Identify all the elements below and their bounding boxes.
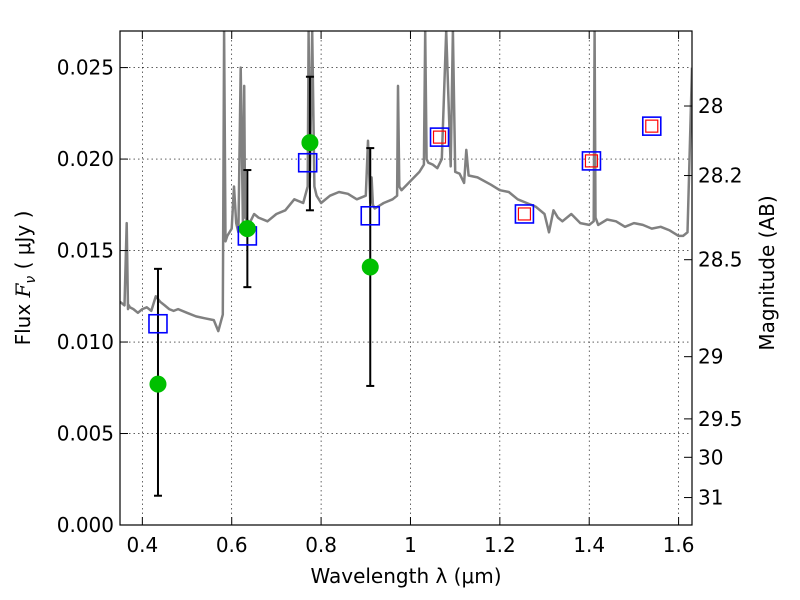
x-tick-label: 1.2 <box>484 533 516 557</box>
observed-point <box>238 220 256 238</box>
model-photometry-square <box>297 152 318 173</box>
y2-tick-label: 29.5 <box>698 407 743 431</box>
x-tick-label: 0.4 <box>126 533 158 557</box>
model-photometry-square <box>360 205 381 226</box>
model-photometry-square <box>148 313 168 334</box>
model-photometry-square <box>581 151 602 171</box>
y2-axis-label: Magnitude (AB) <box>755 195 779 350</box>
model-photometry-square <box>641 116 662 136</box>
nir-photometry-square <box>432 130 447 144</box>
model-spectrum <box>120 31 692 333</box>
tick-labels: 0.4 0.6 0.8 1 1.2 1.4 1.6 0.000 0.005 0.010 0.015 0… <box>57 56 743 557</box>
y2-tick-label: 28.5 <box>698 248 743 272</box>
y-axis-label: Flux Fν ( μJy ) <box>11 211 39 346</box>
x-axis-label: Wavelength λ (μm) <box>310 564 501 588</box>
spectrum-line <box>120 31 692 333</box>
y-tick-label: 0.005 <box>57 422 114 446</box>
y2-tick-label: 28 <box>698 94 723 118</box>
model-photometry-square <box>429 127 450 147</box>
y-tick-label: 0.000 <box>57 513 114 537</box>
data-points <box>148 116 662 393</box>
model-photometry-square <box>514 204 535 224</box>
x-tick-label: 1.4 <box>573 533 605 557</box>
x-tick-label: 0.6 <box>216 533 248 557</box>
error-bars <box>153 75 375 497</box>
axis-ticks <box>120 31 692 526</box>
y-tick-label: 0.020 <box>57 147 114 171</box>
grid <box>120 31 692 526</box>
y-tick-label: 0.015 <box>57 239 114 263</box>
y-tick-label: 0.025 <box>57 56 114 80</box>
observed-point <box>361 258 379 276</box>
y2-tick-label: 28.2 <box>698 164 743 188</box>
nir-photometry-square <box>517 207 532 221</box>
x-tick-label: 0.8 <box>305 533 337 557</box>
y-tick-label: 0.010 <box>57 330 114 354</box>
observed-point <box>149 375 167 393</box>
nir-photometry-square <box>584 154 599 168</box>
nir-photometry-square <box>645 119 659 133</box>
x-tick-label: 1 <box>404 533 417 557</box>
plot-frame <box>119 30 693 526</box>
x-tick-label: 1.6 <box>663 533 695 557</box>
observed-point <box>301 134 319 152</box>
y2-tick-label: 30 <box>698 445 723 469</box>
y2-tick-label: 31 <box>698 486 723 510</box>
y2-tick-label: 29 <box>698 345 723 369</box>
